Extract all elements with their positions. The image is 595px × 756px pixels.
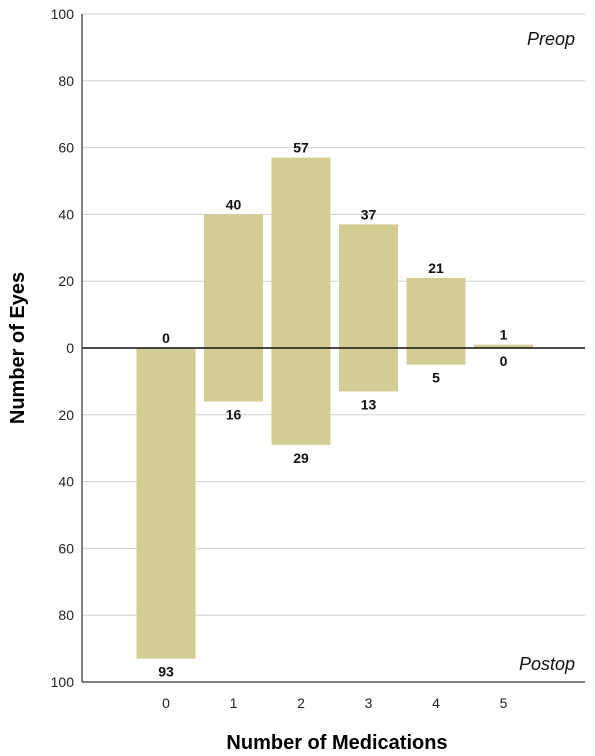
bar-preop: [271, 157, 331, 348]
axes: [81, 14, 585, 683]
bar-preop: [339, 224, 398, 348]
data-label-postop: 16: [226, 406, 242, 422]
bar-postop: [136, 348, 196, 659]
x-tick-label: 4: [432, 695, 440, 711]
x-tick-label: 5: [500, 695, 508, 711]
bar-preop: [474, 344, 533, 348]
bar-preop: [204, 214, 263, 348]
data-label-preop: 1: [500, 327, 508, 343]
y-tick-label: 20: [58, 273, 74, 289]
data-label-preop: 40: [226, 196, 242, 212]
data-label-postop: 93: [158, 664, 174, 680]
bar-postop: [271, 348, 331, 445]
y-tick-label: 100: [51, 6, 75, 22]
data-label-preop: 57: [293, 140, 309, 156]
data-label-preop: 37: [361, 206, 377, 222]
y-tick-label: 0: [66, 340, 74, 356]
data-label-postop: 5: [432, 370, 440, 386]
y-tick-label: 80: [58, 607, 74, 623]
y-tick-label: 60: [58, 140, 74, 156]
data-label-postop: 13: [361, 396, 377, 412]
y-tick-label: 20: [58, 407, 74, 423]
y-tick-label: 40: [58, 474, 74, 490]
bar-postop: [204, 348, 263, 402]
data-labels: 0 93 40 16 57 29 37 13 21 5 1 0: [158, 140, 507, 680]
y-axis-title: Number of Eyes: [7, 272, 29, 424]
bar-postop: [339, 348, 398, 392]
bars: [136, 157, 533, 659]
x-tick-labels: 0 1 2 3 4 5: [162, 695, 508, 711]
x-tick-label: 0: [162, 695, 170, 711]
data-label-preop: 21: [428, 260, 444, 276]
bar-postop: [406, 348, 466, 365]
x-axis-title: Number of Medications: [226, 732, 447, 754]
bar-preop: [406, 277, 466, 348]
x-tick-label: 2: [297, 695, 305, 711]
y-tick-label: 60: [58, 540, 74, 556]
y-tick-label: 40: [58, 206, 74, 222]
data-label-postop: 0: [500, 353, 508, 369]
x-tick-label: 1: [230, 695, 238, 711]
y-tick-label: 100: [51, 674, 75, 690]
data-label-postop: 29: [293, 450, 309, 466]
y-tick-labels: 100 80 60 40 20 0 20 40 60 80 100: [51, 6, 75, 690]
x-tick-label: 3: [365, 695, 373, 711]
postop-series-label: Postop: [519, 654, 575, 674]
y-tick-label: 80: [58, 73, 74, 89]
data-label-preop: 0: [162, 330, 170, 346]
preop-series-label: Preop: [527, 29, 575, 49]
